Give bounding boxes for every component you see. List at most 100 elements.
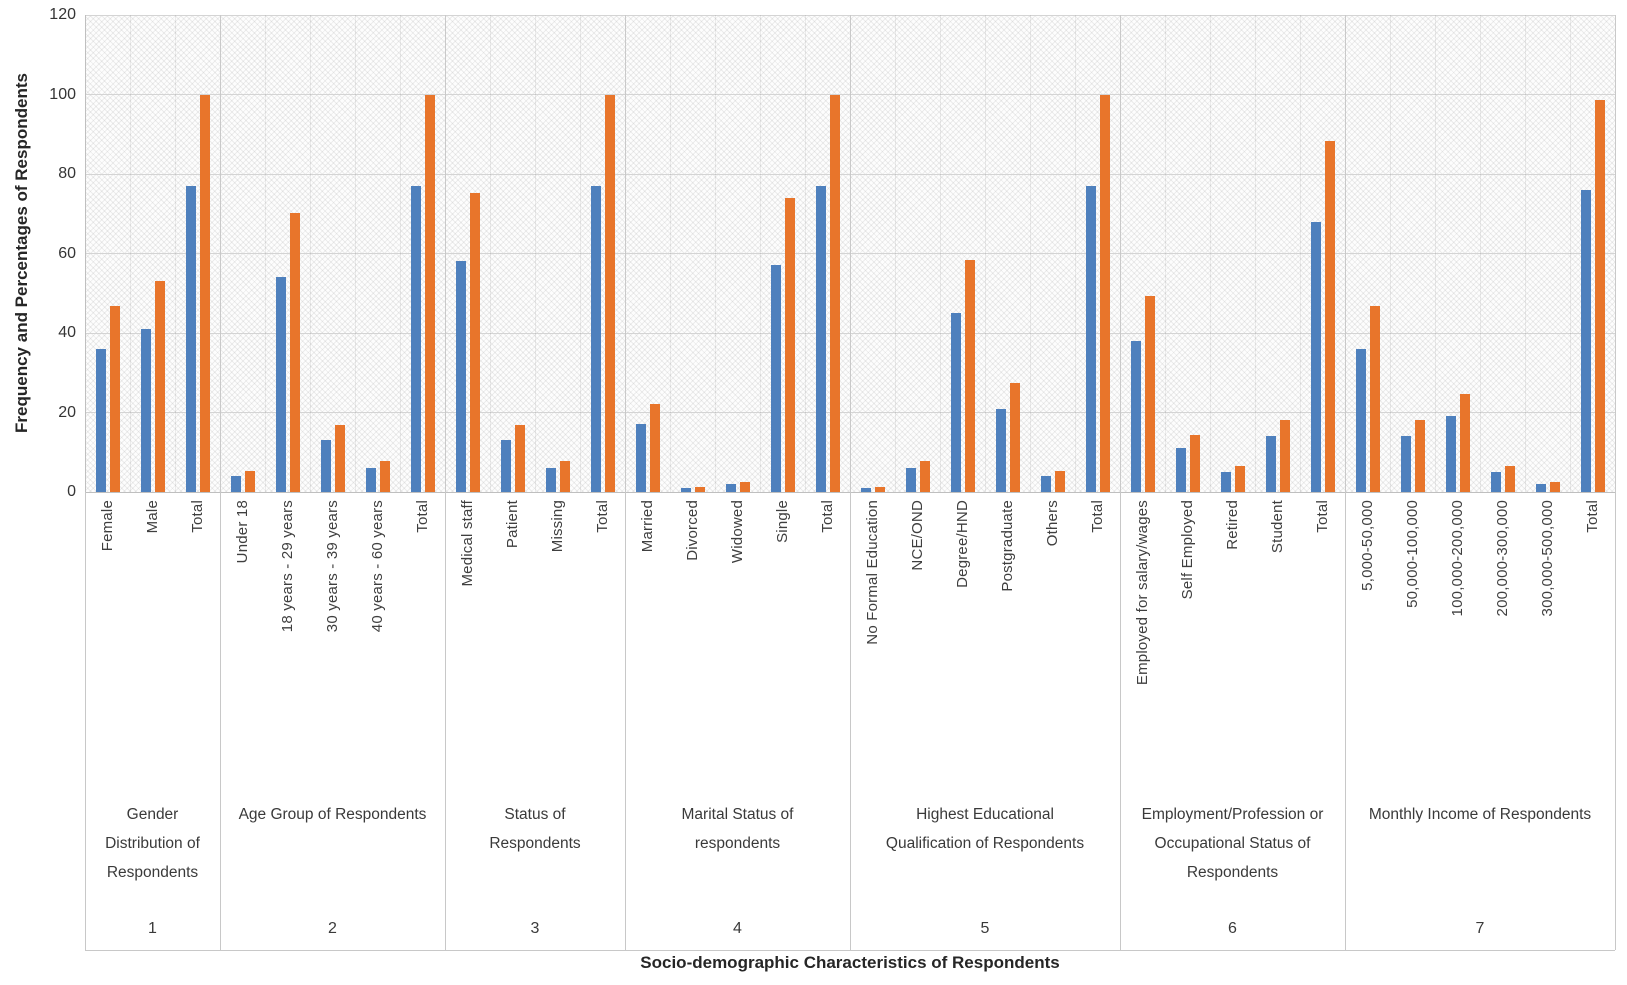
bar-frequency-40-years-60-years — [365, 468, 376, 492]
bar-frequency-degree-hnd — [950, 313, 961, 492]
bar-frequency-married — [635, 424, 646, 492]
gridline-vertical — [1344, 15, 1346, 492]
bar-frequency-missing — [545, 468, 556, 492]
gridline-vertical — [939, 15, 941, 492]
gridline-vertical — [219, 15, 221, 492]
group-label: Highest Educational Qualification of Res… — [885, 806, 1085, 852]
gridline-vertical — [174, 15, 176, 492]
bar-frequency-retired — [1220, 472, 1231, 492]
category-label: Total — [1313, 500, 1331, 533]
bar-percentage-total — [424, 94, 435, 492]
category-label: NCE/OND — [908, 500, 926, 571]
category-label: Total — [188, 500, 206, 533]
bar-frequency-50-000-100-000 — [1400, 436, 1411, 492]
category-label: Total — [1088, 500, 1106, 533]
group-label: Employment/Profession or Occupational St… — [1141, 806, 1324, 881]
bar-frequency-total — [815, 185, 826, 492]
bar-frequency-postgraduate — [995, 408, 1006, 492]
bar-percentage-patient — [514, 424, 525, 492]
category-label: Under 18 — [233, 500, 251, 564]
category-label: Single — [773, 500, 791, 543]
bar-percentage-medical-staff — [469, 192, 480, 492]
bar-percentage-married — [649, 404, 660, 492]
bar-percentage-student — [1279, 419, 1290, 492]
gridline-vertical — [624, 15, 626, 492]
bar-frequency-student — [1265, 436, 1276, 492]
group-number: 2 — [328, 920, 337, 937]
bar-frequency-total — [1580, 189, 1591, 492]
gridline-vertical — [1569, 15, 1571, 492]
gridline-vertical — [1164, 15, 1166, 492]
gridline-vertical — [804, 15, 806, 492]
gridline-vertical — [759, 15, 761, 492]
category-label: Divorced — [683, 500, 701, 561]
gridline-vertical — [129, 15, 131, 492]
bar-frequency-employed-for-salary-wages — [1130, 340, 1141, 492]
bar-percentage-postgraduate — [1009, 383, 1020, 492]
gridline-vertical — [489, 15, 491, 492]
group-label: Marital Status of respondents — [681, 806, 794, 852]
bar-frequency-patient — [500, 440, 511, 492]
gridline-vertical — [1524, 15, 1526, 492]
group-label: Gender Distribution of Respondents — [105, 806, 200, 881]
bar-frequency-female — [95, 348, 106, 492]
group-separator-line — [1119, 492, 1121, 950]
category-label: Widowed — [728, 500, 746, 564]
bar-frequency-200-000-300-000 — [1490, 472, 1501, 492]
gridline-vertical — [1209, 15, 1211, 492]
bar-percentage-female — [109, 305, 120, 492]
category-label: Total — [1583, 500, 1601, 533]
bar-percentage-nce-ond — [919, 460, 930, 492]
y-tick-label: 40 — [58, 324, 76, 341]
category-label: Self Employed — [1178, 500, 1196, 600]
gridline-vertical — [1119, 15, 1121, 492]
bar-frequency-total — [590, 185, 601, 492]
category-label: Missing — [548, 500, 566, 553]
gridline-vertical — [1389, 15, 1391, 492]
bar-percentage-others — [1054, 471, 1065, 492]
gridline-vertical — [309, 15, 311, 492]
group-label: Monthly Income of Respondents — [1368, 806, 1592, 823]
bar-percentage-50-000-100-000 — [1414, 419, 1425, 492]
gridline-vertical — [579, 15, 581, 492]
bar-frequency-nce-ond — [905, 468, 916, 492]
bar-frequency-widowed — [725, 484, 736, 492]
y-tick-label: 100 — [49, 85, 76, 103]
bar-frequency-total — [1085, 185, 1096, 492]
bar-percentage-under-18 — [244, 471, 255, 492]
bar-frequency-total — [185, 185, 196, 492]
group-separator-line — [624, 492, 626, 950]
gridline-vertical — [444, 15, 446, 492]
bar-frequency-18-years-29-years — [275, 277, 286, 492]
bar-percentage-employed-for-salary-wages — [1144, 295, 1155, 492]
y-tick-label: 120 — [49, 6, 76, 23]
bar-frequency-total — [410, 185, 421, 492]
group-separator-line — [1344, 492, 1346, 950]
bar-percentage-total — [1324, 141, 1335, 492]
category-label: Student — [1268, 500, 1286, 554]
gridline-vertical — [1614, 15, 1616, 492]
category-label: Degree/HND — [953, 500, 971, 588]
gridline-vertical — [1434, 15, 1436, 492]
y-axis-line — [85, 15, 86, 492]
category-label: Medical staff — [458, 500, 476, 587]
bar-percentage-18-years-29-years — [289, 213, 300, 492]
category-label: Employed for salary/wages — [1133, 500, 1151, 686]
bar-percentage-40-years-60-years — [379, 460, 390, 492]
y-tick-label: 60 — [58, 244, 76, 262]
gridline-vertical — [399, 15, 401, 492]
category-label: Retired — [1223, 500, 1241, 550]
category-label: 50,000-100,000 — [1403, 500, 1421, 608]
bar-frequency-300-000-500-000 — [1535, 484, 1546, 492]
group-separator-line — [444, 492, 446, 950]
category-label: 300,000-500,000 — [1538, 500, 1556, 617]
bar-percentage-retired — [1234, 466, 1245, 492]
bar-frequency-divorced — [680, 488, 691, 492]
category-label: 18 years - 29 years — [278, 500, 296, 633]
group-label: Status of Respondents — [489, 806, 581, 852]
group-separator-line — [1614, 492, 1616, 950]
gridline-vertical — [1074, 15, 1076, 492]
bar-percentage-200-000-300-000 — [1504, 466, 1515, 492]
gridline-vertical — [1254, 15, 1256, 492]
